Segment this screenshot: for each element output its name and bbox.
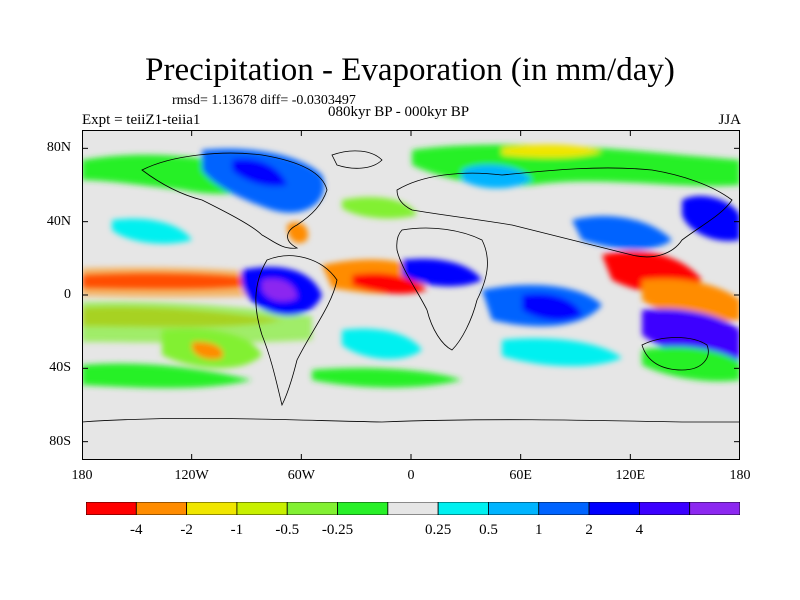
field-region (502, 338, 622, 367)
colorbar-swatch (588, 502, 640, 515)
colorbar-label: 2 (585, 522, 593, 538)
colorbar-swatch (387, 502, 439, 515)
colorbar-label: -0.5 (275, 522, 300, 538)
field-region (287, 222, 308, 244)
map-panel (82, 130, 740, 460)
colorbar-swatch (135, 502, 188, 515)
colorbar (86, 502, 740, 515)
field-region (192, 341, 223, 360)
x-tick-label: 180 (71, 468, 93, 483)
colorbar-label: 1 (535, 522, 543, 538)
colorbar-swatch (86, 502, 137, 515)
colorbar-swatch (437, 502, 489, 515)
colorbar-swatch (337, 502, 389, 515)
colorbar-label: -4 (130, 522, 143, 538)
field-region (312, 368, 462, 388)
field-region (82, 363, 252, 389)
field-region (352, 273, 427, 294)
field-region (262, 278, 297, 302)
coastlines (82, 150, 740, 423)
stats-string: rmsd= 1.13678 diff= -0.0303497 (172, 93, 356, 108)
colorbar-swatch (538, 502, 590, 515)
field-region (82, 301, 312, 343)
x-tick-label: 60W (287, 468, 315, 483)
field-region (642, 346, 740, 382)
y-tick-label: 80S (49, 433, 71, 449)
field-region (82, 267, 282, 298)
tick-marks (82, 130, 740, 460)
colorbar-label: -1 (230, 522, 244, 538)
colorbar-label: 4 (635, 522, 644, 538)
colorbar-swatch (236, 502, 288, 515)
field-region (522, 293, 582, 321)
x-tick-label: 180 (729, 468, 751, 483)
plot-title: Precipitation - Evaporation (in mm/day) (145, 52, 675, 88)
colorbar-swatch (186, 502, 238, 515)
field-region (402, 258, 482, 287)
x-tick-label: 120E (615, 468, 646, 483)
y-tick-label: 40S (49, 360, 71, 376)
field-region (502, 144, 602, 158)
colorbar-label: -2 (180, 522, 193, 538)
colorbar-swatch (689, 502, 740, 515)
colorbar-swatch (638, 502, 691, 515)
map-field (82, 130, 740, 460)
season-label: JJA (718, 112, 741, 128)
field-region (232, 159, 287, 187)
colorbar-label: -0.25 (321, 522, 354, 538)
field-region (462, 164, 532, 189)
x-tick-label: 60E (509, 468, 532, 483)
field-region (112, 218, 192, 244)
colorbar-swatch (286, 502, 338, 515)
experiment-label: Expt = teiiZ1-teiia1 (82, 112, 201, 128)
field-region (342, 197, 417, 219)
x-tick-label: 0 (407, 468, 415, 483)
field-region (572, 216, 672, 250)
colorbar-label: 0.5 (479, 522, 498, 538)
y-tick-label: 80N (46, 140, 71, 156)
y-tick-label: 40N (46, 213, 71, 229)
colorbar-swatch (488, 502, 540, 515)
period-label: 080kyr BP - 000kyr BP (328, 104, 470, 120)
colorbar-label: 0.25 (425, 522, 452, 538)
x-tick-label: 120W (174, 468, 209, 483)
y-tick-label: 0 (64, 287, 71, 302)
field-region (342, 328, 422, 360)
